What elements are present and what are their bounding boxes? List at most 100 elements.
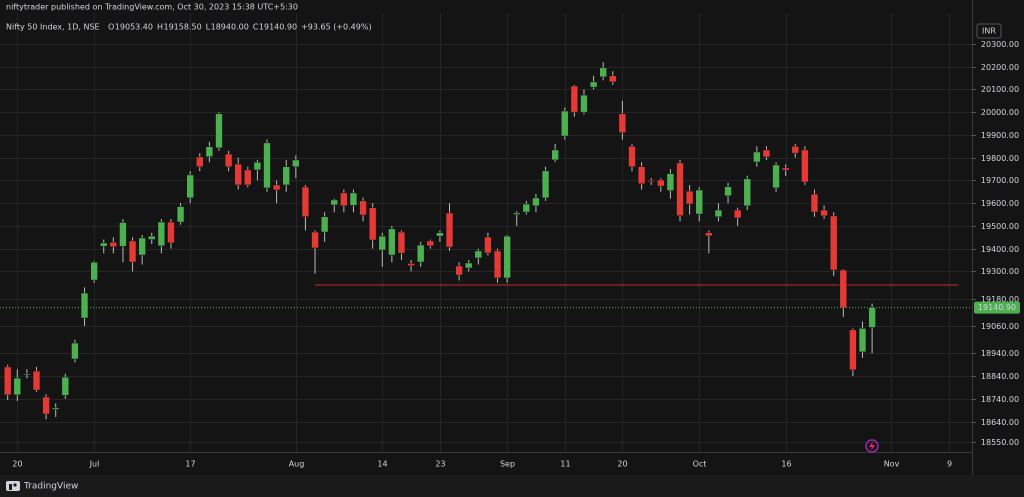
last-price-box xyxy=(974,301,1020,314)
ohlc-legend: O 19053.40 H 19158.50 L 18940.00 C 19140.90 +93.… xyxy=(108,23,372,32)
candle-body xyxy=(80,292,89,319)
candle-body xyxy=(666,173,675,191)
candle-body xyxy=(282,166,290,186)
candle-body xyxy=(743,178,751,207)
candle-body xyxy=(657,179,665,187)
candle-body xyxy=(493,250,502,279)
candle-body xyxy=(407,263,415,266)
candle-body xyxy=(532,197,540,207)
y-tick-label: 19700.00 xyxy=(981,176,1019,185)
candle-body xyxy=(513,212,521,215)
legend-change: +93.65 (+0.49%) xyxy=(301,23,372,32)
candle-body xyxy=(628,146,636,168)
candle-body xyxy=(51,407,60,410)
legend-value: 18940.00 xyxy=(211,23,249,32)
candle-body xyxy=(791,146,799,154)
candle-body xyxy=(705,232,713,237)
y-tick-label: 20100.00 xyxy=(981,85,1019,94)
candle-body xyxy=(724,186,732,197)
candle-body xyxy=(426,240,435,247)
candle-body xyxy=(580,94,588,113)
candle-body xyxy=(503,235,511,279)
x-tick-label: 16 xyxy=(781,460,791,469)
candle-body xyxy=(263,142,271,189)
x-tick-label: 14 xyxy=(377,460,387,469)
x-tick-label: Sep xyxy=(500,460,515,469)
publisher-line: niftytrader published on TradingView.com… xyxy=(6,3,298,12)
y-tick-label: 19900.00 xyxy=(981,131,1019,140)
y-tick-label: 20300.00 xyxy=(981,40,1019,49)
candle-body xyxy=(330,199,338,206)
x-tick-label: 11 xyxy=(560,460,570,469)
candle-body xyxy=(810,193,819,213)
candle-body xyxy=(148,235,156,240)
candle-body xyxy=(637,166,646,185)
candle-body xyxy=(157,221,166,247)
y-tick-label: 18740.00 xyxy=(981,395,1019,404)
candle-body xyxy=(234,163,242,186)
candle-body xyxy=(205,146,214,158)
currency-box[interactable] xyxy=(976,23,1002,39)
candle-body xyxy=(244,169,252,186)
x-tick-label: Nov xyxy=(884,460,900,469)
y-tick-label: 19500.00 xyxy=(981,222,1019,231)
x-tick-label: 20 xyxy=(12,460,22,469)
candle-body xyxy=(589,81,598,88)
legend-value: 19158.50 xyxy=(163,23,201,32)
candle-body xyxy=(714,209,723,218)
candle-body xyxy=(253,161,262,171)
candle-body xyxy=(801,149,809,183)
legend-label: L xyxy=(206,23,211,32)
candle-body xyxy=(138,237,146,256)
y-tick-label: 20000.00 xyxy=(981,108,1019,117)
legend-label: C xyxy=(253,23,259,32)
footer-brand: TradingView xyxy=(23,482,78,492)
candle-body xyxy=(781,167,790,171)
candle-body xyxy=(340,192,348,207)
x-tick-label: Jul xyxy=(89,460,100,469)
x-tick-label: 20 xyxy=(617,460,627,469)
candle-body xyxy=(320,216,329,233)
y-tick-label: 19600.00 xyxy=(981,199,1019,208)
candle-body xyxy=(551,149,559,161)
candle-body xyxy=(71,342,79,360)
y-tick-label: 20200.00 xyxy=(981,63,1019,72)
candle-body xyxy=(224,153,233,168)
candle-body xyxy=(599,67,607,78)
candle-body xyxy=(176,206,185,223)
x-tick-label: Oct xyxy=(693,460,707,469)
alert-icon[interactable] xyxy=(865,439,879,453)
y-tick-label: 18640.00 xyxy=(981,418,1019,427)
candle-body xyxy=(311,231,319,249)
candle-body xyxy=(388,228,396,256)
candle-body xyxy=(609,75,617,83)
candle-body xyxy=(378,235,386,251)
y-tick-label: 19060.00 xyxy=(981,322,1019,331)
candle-body xyxy=(772,164,780,189)
candle-body xyxy=(695,189,703,215)
candle-body xyxy=(618,113,627,133)
last-price-label: 19140.90 xyxy=(978,303,1016,312)
candle-body xyxy=(215,113,223,149)
candle-body xyxy=(61,376,70,396)
candle-body xyxy=(13,377,21,396)
chart-title: Nifty 50 Index, 1D, NSE xyxy=(6,23,100,32)
candle-body xyxy=(685,190,694,205)
candle-body xyxy=(436,232,444,237)
candle-body xyxy=(445,212,454,248)
candle-body xyxy=(109,242,118,248)
candle-body xyxy=(301,186,310,218)
candle-body xyxy=(733,209,742,219)
y-tick-label: 18840.00 xyxy=(981,372,1019,381)
candle-body xyxy=(349,192,358,206)
candle-body xyxy=(368,207,377,241)
candle-body xyxy=(647,180,655,182)
candle-body xyxy=(849,329,857,371)
candle-body xyxy=(753,151,761,163)
currency: INR xyxy=(982,27,996,36)
y-tick-label: 18940.00 xyxy=(981,349,1019,358)
y-tick-label: 19400.00 xyxy=(981,245,1019,254)
candle-body xyxy=(541,170,550,199)
candle-body xyxy=(484,236,492,254)
candle-body xyxy=(292,159,300,168)
